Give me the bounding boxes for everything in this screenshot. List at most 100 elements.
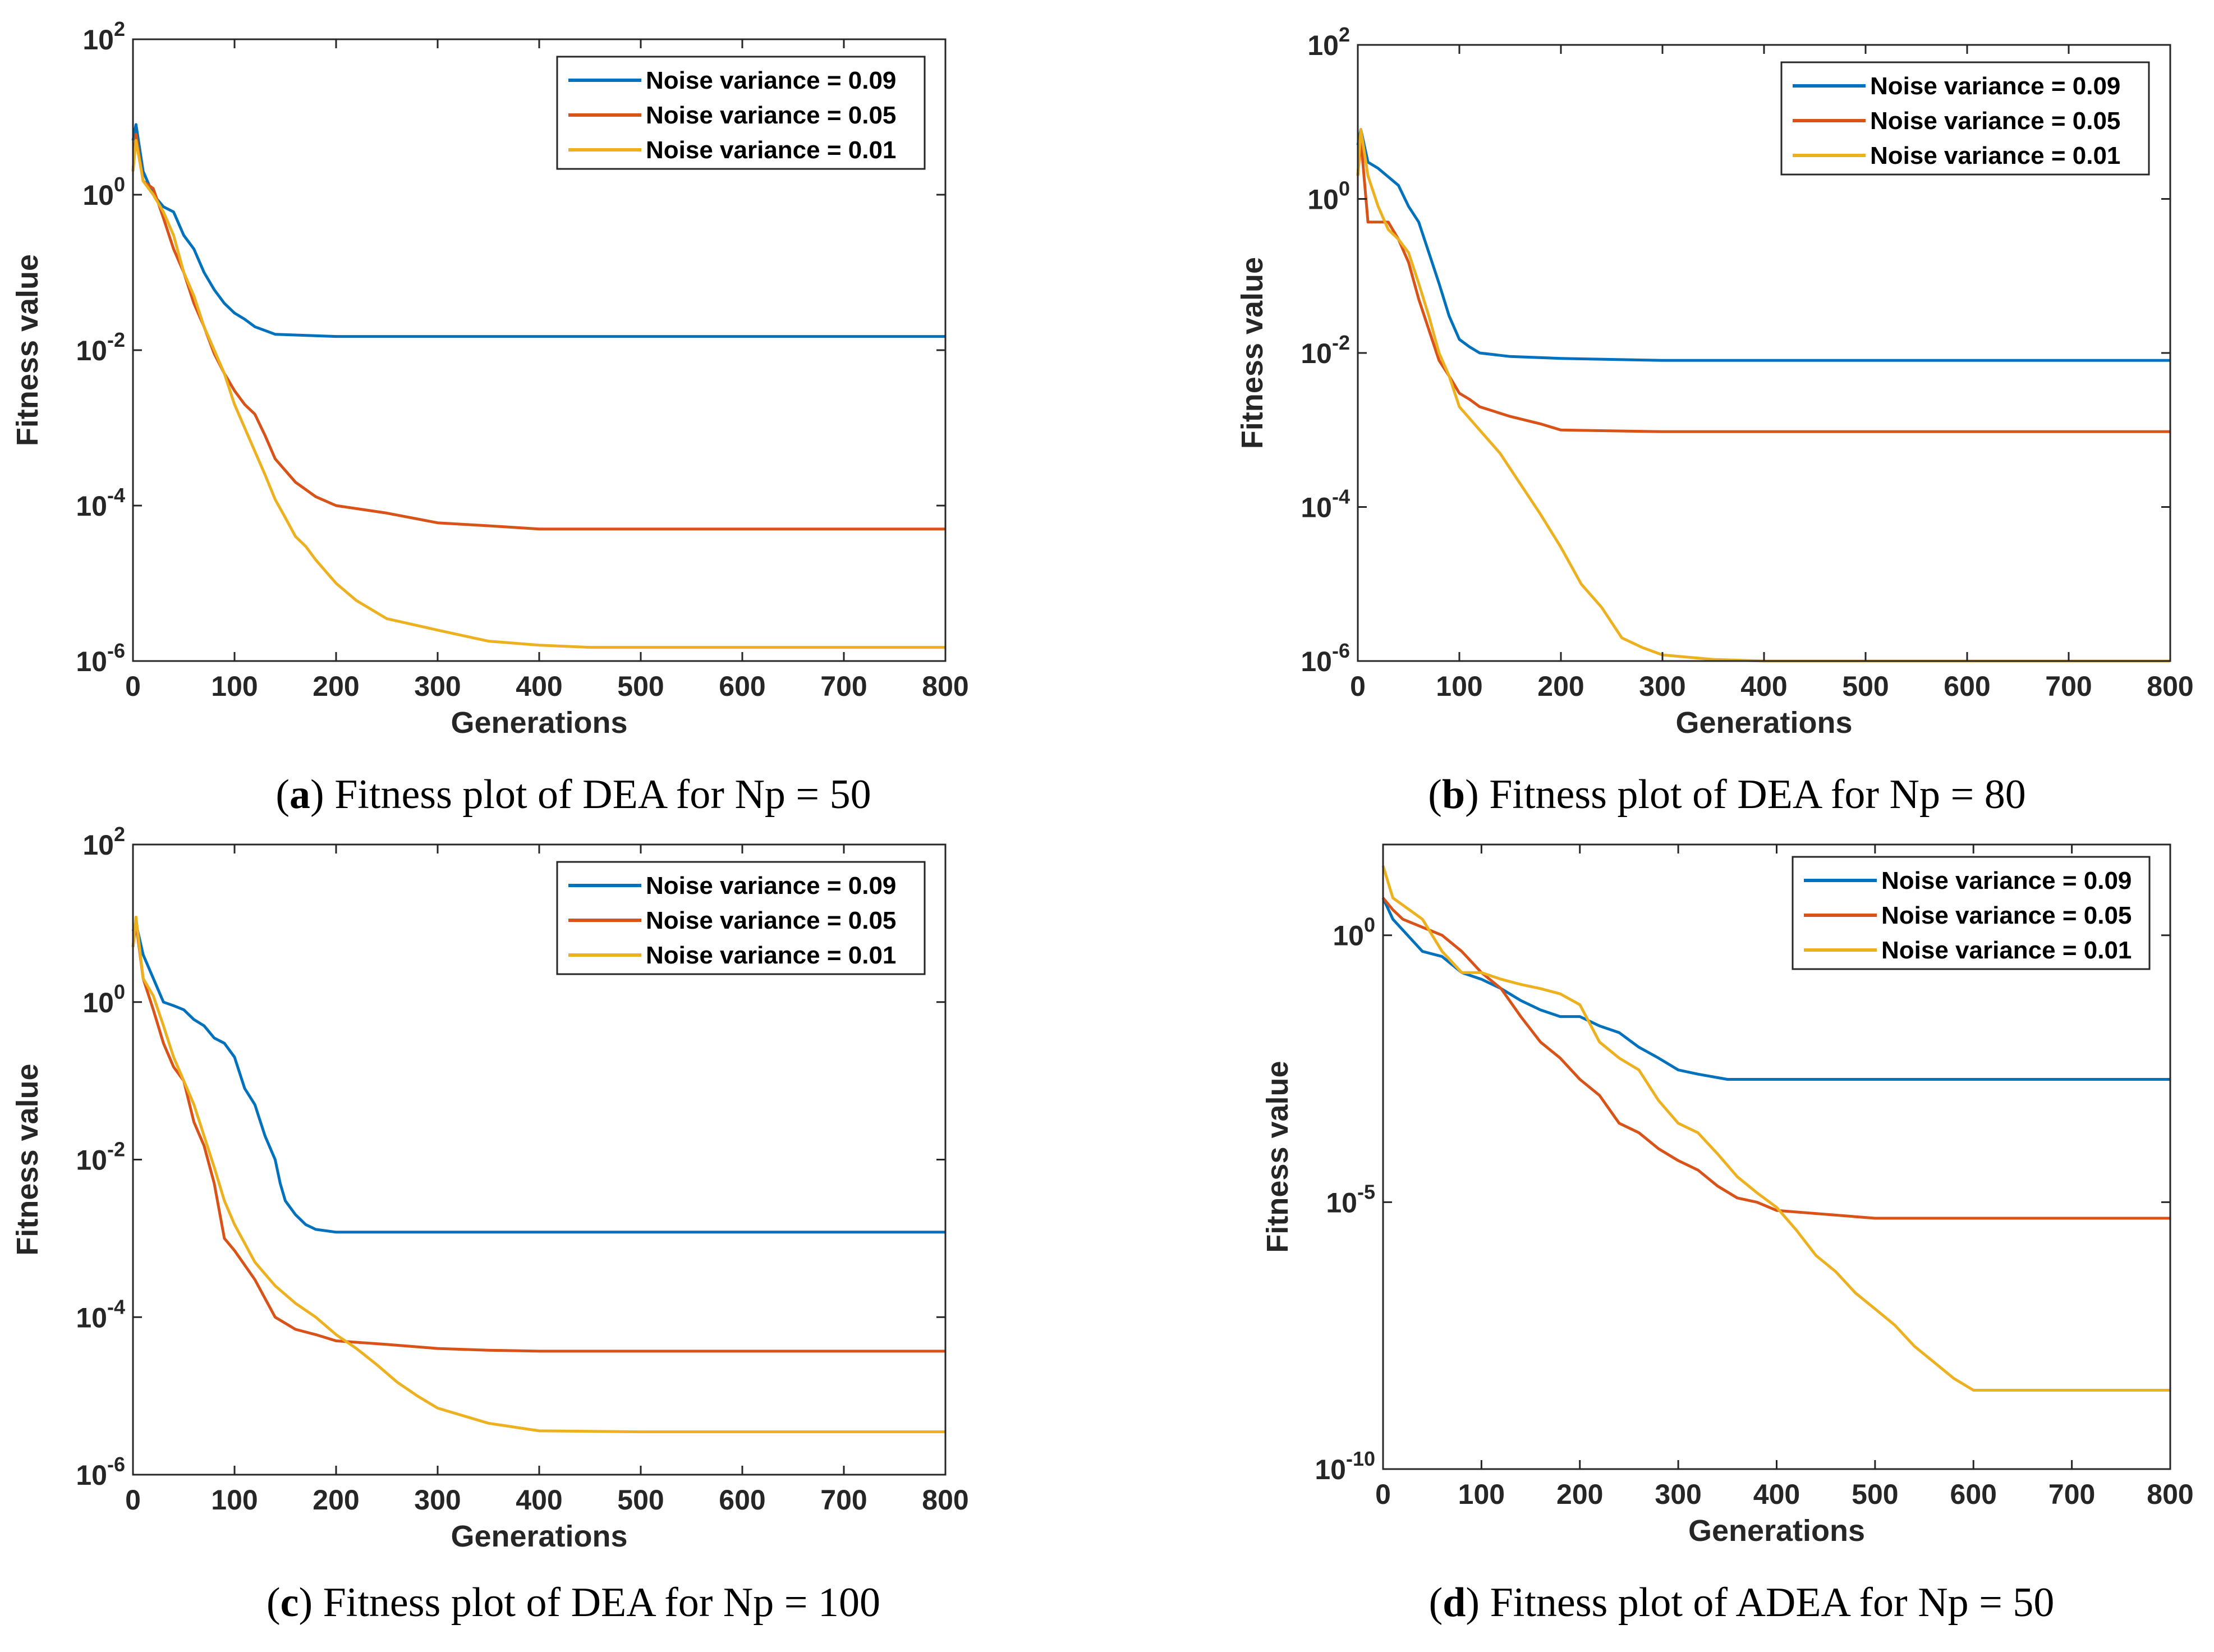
y-tick-base: 10 bbox=[1307, 30, 1339, 61]
legend-entry: Noise variance = 0.09 bbox=[1870, 72, 2120, 100]
x-tick-label: 400 bbox=[516, 1484, 562, 1516]
y-tick-label: 10-5 bbox=[1326, 1180, 1375, 1218]
y-tick-label: 102 bbox=[82, 17, 125, 56]
y-tick-exponent: -6 bbox=[1332, 639, 1350, 662]
x-tick-label: 400 bbox=[516, 671, 562, 702]
x-tick-label: 800 bbox=[922, 1484, 968, 1516]
x-axis-label: Generations bbox=[451, 706, 627, 740]
y-tick-label: 100 bbox=[1307, 177, 1350, 215]
y-tick-base: 10 bbox=[1315, 1454, 1346, 1485]
series-line-3 bbox=[131, 915, 945, 1434]
series-line-2 bbox=[1382, 897, 2170, 1220]
y-tick-label: 10-2 bbox=[76, 328, 125, 366]
legend-entry: Noise variance = 0.01 bbox=[646, 942, 896, 969]
y-tick-label: 10-2 bbox=[76, 1138, 125, 1176]
x-tick-label: 600 bbox=[719, 671, 765, 702]
chart-panel-d: 0 100 200 300 400 500 600 700 80010010-510-10Gen… bbox=[1261, 843, 2194, 1626]
caption-paren-close: ) bbox=[1465, 772, 1479, 818]
x-tick-label: 700 bbox=[2045, 671, 2092, 702]
y-tick-exponent: 2 bbox=[114, 17, 125, 40]
y-tick-label: 10-4 bbox=[1301, 485, 1350, 524]
caption-paren-open: ( bbox=[1428, 772, 1442, 818]
y-axis-label: Fitness value bbox=[1235, 257, 1269, 449]
caption-paren-close: ) bbox=[310, 772, 324, 818]
x-tick-label: 800 bbox=[2147, 1479, 2193, 1510]
x-tick-label: 700 bbox=[820, 1484, 867, 1516]
x-tick-label: 200 bbox=[1537, 671, 1584, 702]
x-tick-label: 700 bbox=[2048, 1479, 2095, 1510]
y-tick-label: 100 bbox=[1333, 914, 1375, 952]
x-tick-label: 300 bbox=[414, 1484, 461, 1516]
y-tick-exponent: -6 bbox=[107, 639, 125, 662]
x-tick-label: 500 bbox=[1842, 671, 1889, 702]
y-tick-base: 10 bbox=[76, 335, 107, 366]
chart-panel-a: 0 100 200 300 400 500 600 700 80010210010-210-41… bbox=[11, 17, 969, 818]
y-tick-label: 102 bbox=[82, 823, 125, 861]
y-tick-exponent: -2 bbox=[107, 1138, 125, 1161]
y-tick-label: 100 bbox=[82, 173, 125, 211]
legend-entry: Noise variance = 0.01 bbox=[646, 136, 896, 164]
y-tick-exponent: -4 bbox=[1332, 485, 1350, 508]
y-tick-label: 100 bbox=[82, 980, 125, 1018]
y-tick-label: 10-2 bbox=[1301, 331, 1350, 369]
x-tick-label: 0 bbox=[125, 1484, 141, 1516]
caption-paren-open: ( bbox=[267, 1580, 281, 1626]
y-tick-exponent: -2 bbox=[1332, 331, 1350, 354]
x-tick-label: 100 bbox=[211, 671, 258, 702]
x-tick-label: 400 bbox=[1753, 1479, 1800, 1510]
legend-entry: Noise variance = 0.01 bbox=[1881, 937, 2132, 964]
y-tick-base: 10 bbox=[76, 1302, 107, 1333]
y-tick-base: 10 bbox=[82, 180, 114, 211]
y-tick-exponent: -4 bbox=[107, 1295, 125, 1318]
y-tick-exponent: -10 bbox=[1346, 1447, 1375, 1470]
x-tick-label: 800 bbox=[922, 671, 968, 702]
x-tick-label: 600 bbox=[1950, 1479, 1997, 1510]
x-tick-label: 800 bbox=[2147, 671, 2193, 702]
x-tick-label: 700 bbox=[820, 671, 867, 702]
y-tick-exponent: -2 bbox=[107, 328, 125, 351]
series-line-3 bbox=[1356, 128, 2170, 663]
panel-caption: (d) Fitness plot of ADEA for Np = 50 bbox=[1429, 1580, 2055, 1626]
x-tick-label: 600 bbox=[719, 1484, 765, 1516]
y-tick-label: 10-4 bbox=[76, 1295, 125, 1333]
y-tick-label: 10-6 bbox=[76, 1453, 125, 1491]
panel-caption: (b) Fitness plot of DEA for Np = 80 bbox=[1428, 772, 2025, 818]
y-tick-base: 10 bbox=[82, 24, 114, 56]
y-tick-exponent: -5 bbox=[1357, 1180, 1375, 1203]
legend-entry: Noise variance = 0.05 bbox=[1881, 902, 2132, 929]
y-tick-label: 102 bbox=[1307, 23, 1350, 61]
series-line-2 bbox=[131, 132, 945, 531]
x-tick-label: 200 bbox=[313, 671, 359, 702]
y-tick-exponent: 2 bbox=[114, 823, 125, 846]
chart-panel-b: 0 100 200 300 400 500 600 700 80010210010-210-41… bbox=[1235, 23, 2194, 818]
x-tick-label: 300 bbox=[414, 671, 461, 702]
caption-letter: b bbox=[1442, 772, 1465, 818]
legend-entry: Noise variance = 0.05 bbox=[646, 102, 896, 129]
y-tick-base: 10 bbox=[76, 646, 107, 677]
y-tick-base: 10 bbox=[1307, 184, 1339, 215]
caption-letter: a bbox=[290, 772, 310, 818]
y-tick-label: 10-6 bbox=[1301, 639, 1350, 677]
caption-text: Fitness plot of DEA for Np = 50 bbox=[324, 772, 871, 818]
chart-panel-c: 0 100 200 300 400 500 600 700 80010210010-210-41… bbox=[11, 823, 969, 1626]
x-tick-label: 0 bbox=[125, 671, 141, 702]
x-tick-label: 300 bbox=[1655, 1479, 1701, 1510]
series-line-1 bbox=[1356, 128, 2170, 362]
y-tick-exponent: 0 bbox=[1339, 177, 1350, 200]
caption-paren-close: ) bbox=[1466, 1580, 1480, 1626]
y-axis-label: Fitness value bbox=[11, 1063, 44, 1255]
x-tick-label: 100 bbox=[211, 1484, 258, 1516]
y-tick-exponent: 0 bbox=[114, 980, 125, 1003]
y-tick-base: 10 bbox=[1333, 920, 1364, 952]
x-tick-label: 500 bbox=[617, 671, 664, 702]
y-tick-base: 10 bbox=[1301, 492, 1332, 524]
caption-text: Fitness plot of ADEA for Np = 50 bbox=[1480, 1580, 2054, 1626]
legend-entry: Noise variance = 0.09 bbox=[646, 872, 896, 900]
y-tick-base: 10 bbox=[82, 987, 114, 1018]
x-tick-label: 600 bbox=[1944, 671, 1990, 702]
x-tick-label: 200 bbox=[313, 1484, 359, 1516]
y-tick-label: 10-10 bbox=[1315, 1447, 1375, 1485]
x-tick-label: 100 bbox=[1458, 1479, 1505, 1510]
y-tick-exponent: 0 bbox=[1364, 914, 1375, 937]
